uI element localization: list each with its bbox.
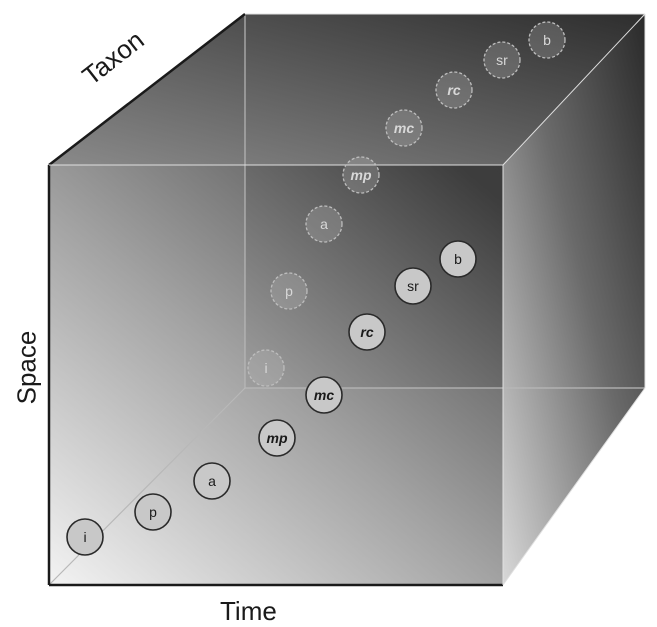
node-label: b [454,251,462,267]
back-node-mc: mc [385,109,423,147]
front-node-p: p [134,493,172,531]
node-label: a [320,216,328,232]
back-node-sr: sr [483,41,521,79]
cube-visible-edges [47,13,503,587]
space-axis-label: Space [11,330,42,405]
node-label: rc [447,82,460,98]
back-node-mp: mp [342,156,380,194]
front-node-mp: mp [258,419,296,457]
cube-side-face [503,14,645,585]
front-node-group: i p a mp mc rc sr b [66,240,477,556]
front-node-rc: rc [348,313,386,351]
back-node-rc: rc [435,71,473,109]
front-node-sr: sr [394,267,432,305]
front-node-a: a [193,462,231,500]
node-label: p [285,283,293,299]
node-label: b [543,32,551,48]
back-node-b: b [528,21,566,59]
node-label: a [208,473,216,489]
node-label: i [264,360,267,376]
node-label: p [149,504,157,520]
time-axis-label: Time [220,596,277,626]
cube-light-edges [49,13,646,586]
front-node-b: b [439,240,477,278]
back-node-p: p [270,272,308,310]
front-node-i: i [66,518,104,556]
back-node-a: a [305,205,343,243]
node-label: i [83,529,86,545]
node-label: sr [496,52,508,68]
node-label: sr [407,278,419,294]
node-label: mp [267,430,288,446]
node-label: rc [360,324,373,340]
front-node-mc: mc [305,376,343,414]
cube-front-face [49,165,503,585]
back-node-group: i p a mp mc rc sr b [247,21,566,387]
back-node-i: i [247,349,285,387]
node-label: mp [351,167,372,183]
node-label: mc [394,120,414,136]
node-label: mc [314,387,334,403]
